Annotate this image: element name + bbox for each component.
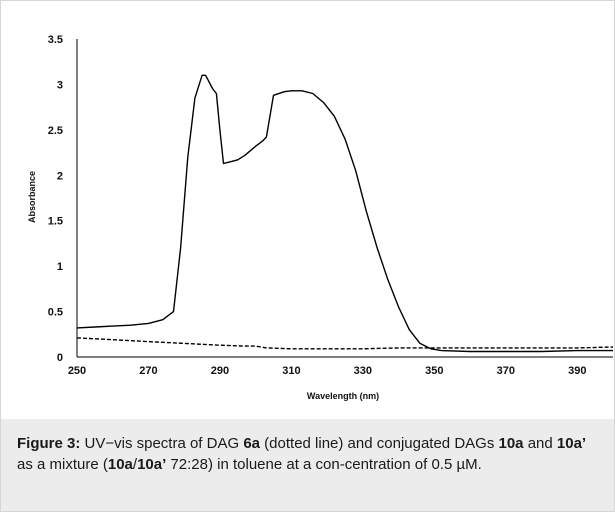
y-tick-label: 0 (57, 352, 63, 364)
caption-compound: 10a’ (556, 435, 587, 452)
caption-text: 72:28) in toluene at a con-centration of… (166, 456, 482, 473)
figure-caption: Figure 3: UV−vis spectra of DAG 6a (dott… (1, 419, 614, 511)
caption-compound: 10a (107, 456, 133, 473)
y-axis-label: Absorbance (27, 171, 37, 223)
caption-text: / (132, 456, 138, 473)
caption-text: UV−vis spectra of DAG (80, 435, 244, 452)
y-tick-label: 3.5 (48, 34, 63, 46)
series-lines (76, 74, 614, 353)
caption-compound: 6a (243, 435, 261, 452)
y-tick-label: 2.5 (48, 125, 63, 137)
plot-area: 0 0.5 1 1.5 2 2.5 3 3.5 250 270 290 310 330 350 370 39… (1, 1, 614, 419)
caption-text: and (523, 435, 557, 452)
x-tick-label: 290 (211, 365, 229, 377)
uv-vis-chart: 0 0.5 1 1.5 2 2.5 3 3.5 250 270 290 310 330 350 370 39… (27, 34, 614, 401)
x-axis-label: Wavelength (nm) (307, 391, 379, 401)
y-tick-label: 0.5 (48, 307, 63, 319)
x-tick-label: 250 (68, 365, 86, 377)
y-tick-label: 1 (57, 261, 63, 273)
y-axis: 0 0.5 1 1.5 2 2.5 3 3.5 (48, 34, 78, 364)
x-tick-label: 330 (354, 365, 372, 377)
caption-text: as a mixture ( (17, 456, 108, 473)
caption-text: (dotted line) and conjugated DAGs (260, 435, 499, 452)
x-tick-label: 270 (139, 365, 157, 377)
x-axis: 250 270 290 310 330 350 370 390 (68, 356, 613, 377)
y-tick-label: 2 (57, 170, 63, 182)
x-tick-label: 370 (497, 365, 515, 377)
y-tick-label: 1.5 (48, 216, 63, 228)
x-tick-label: 310 (282, 365, 300, 377)
solid-series-line (76, 74, 613, 353)
caption-compound: 10a (498, 435, 524, 452)
caption-figure-label: Figure 3: (17, 435, 81, 452)
caption-compound: 10a’ (137, 456, 167, 473)
x-tick-label: 350 (425, 365, 443, 377)
y-tick-label: 3 (57, 79, 63, 91)
dotted-series-line (76, 337, 614, 350)
x-tick-label: 390 (568, 365, 586, 377)
